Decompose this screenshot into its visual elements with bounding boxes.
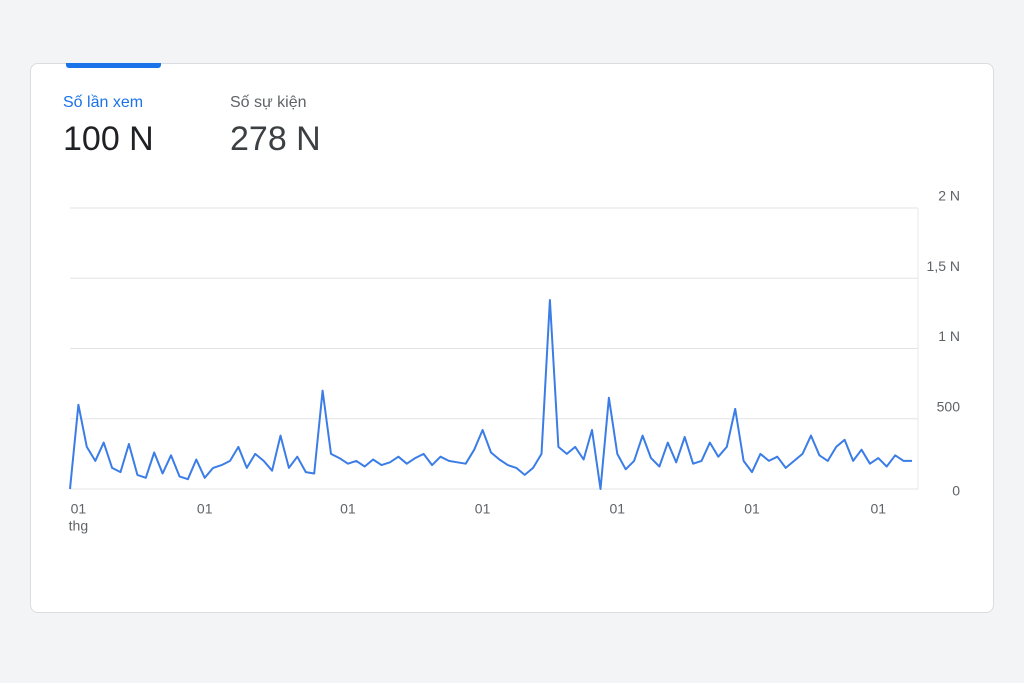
x-tick-label: 01 <box>610 501 626 517</box>
y-tick-label: 0 <box>952 483 960 499</box>
tab[interactable]: Số lần xem 100 N <box>63 94 154 159</box>
tab[interactable]: Số sự kiện 278 N <box>230 94 321 159</box>
x-tick-label: 01 <box>197 501 213 517</box>
y-tick-label: 2 N <box>938 188 960 204</box>
tab-value: 100 N <box>63 120 154 158</box>
data-line <box>69 299 912 490</box>
x-tick-label: 01 <box>475 501 491 517</box>
y-tick-label: 1 N <box>938 328 960 344</box>
tab-label: Số lần xem <box>63 94 144 111</box>
tab-indicator <box>66 63 161 68</box>
x-tick-label: 01 <box>340 501 356 517</box>
x-tick-label: 01 <box>744 501 760 517</box>
x-tick-label: 01 <box>71 501 87 517</box>
x-tick-label: 01 <box>871 501 887 517</box>
y-tick-label: 1,5 N <box>927 258 960 274</box>
tab-label: Số sự kiện <box>230 94 307 111</box>
card: Số lần xem 100 N Số sự kiện 278 N <box>30 63 994 613</box>
tab-value: 278 N <box>230 120 321 158</box>
y-tick-label: 500 <box>937 398 961 414</box>
x-axis-label: thg <box>69 518 88 534</box>
